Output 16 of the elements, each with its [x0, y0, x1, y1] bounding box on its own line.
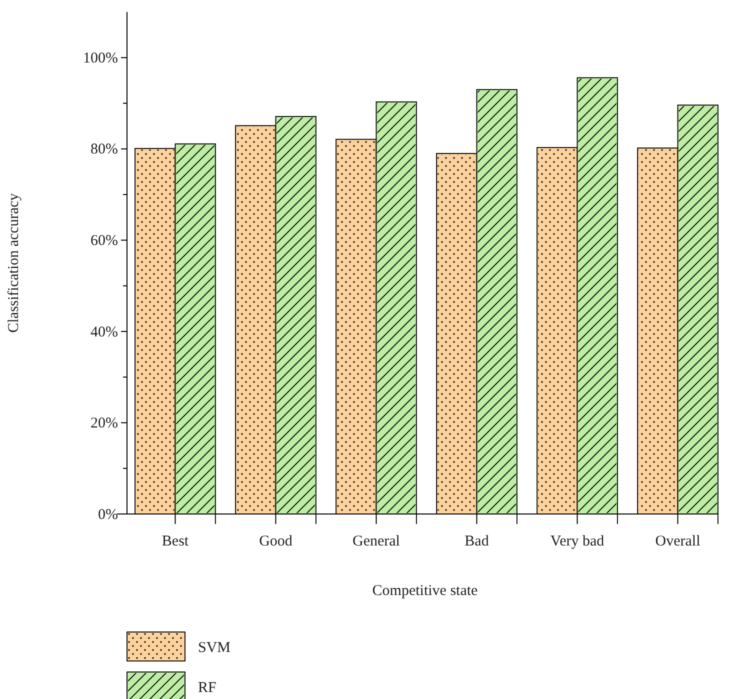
x-tick-label: Bad: [464, 534, 490, 550]
legend-label: SVM: [198, 640, 231, 656]
x-tick-label: Best: [162, 534, 190, 550]
x-tick-label: Very bad: [550, 534, 605, 550]
y-tick-label: 40%: [90, 324, 118, 340]
x-tick-label: Good: [259, 534, 293, 550]
y-tick-label: 60%: [90, 232, 118, 249]
y-tick-label: 0%: [98, 506, 118, 523]
x-tick-label: General: [352, 534, 400, 550]
y-axis-title: Classification accuracy: [6, 192, 22, 333]
y-tick-label: 20%: [90, 416, 118, 432]
legend-label: RF: [198, 680, 216, 696]
x-tick-label: Overall: [655, 534, 700, 550]
x-axis-title: Competitive state: [372, 583, 478, 599]
y-tick-label: 80%: [90, 142, 118, 158]
y-tick-label: 100%: [83, 50, 118, 66]
